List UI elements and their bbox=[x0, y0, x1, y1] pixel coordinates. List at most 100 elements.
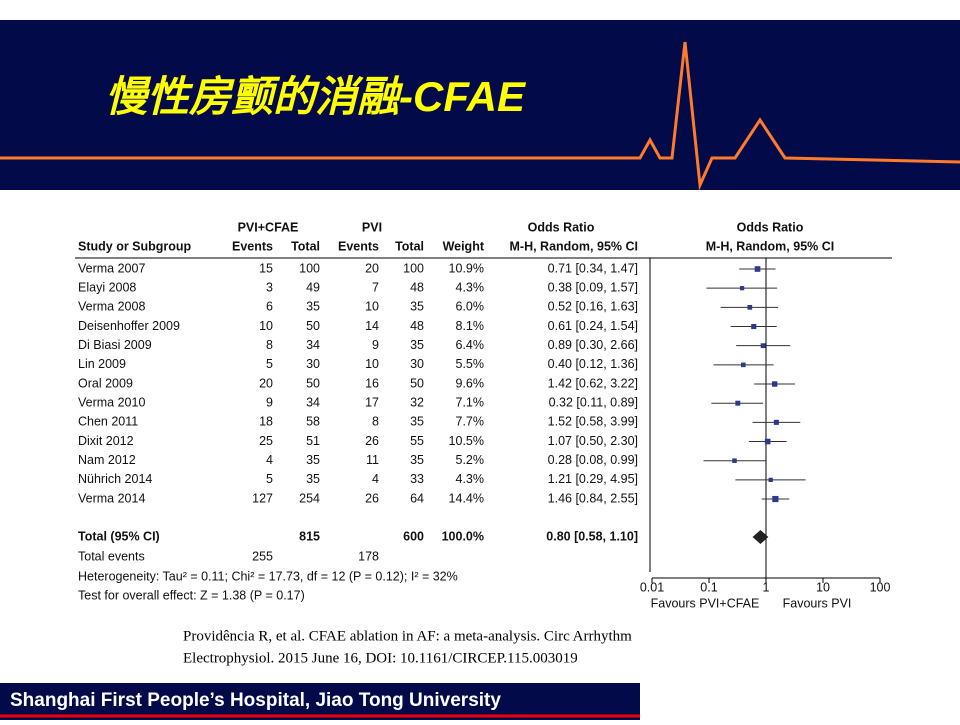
study-name: Chen 2011 bbox=[78, 415, 138, 429]
x-tick-label: 1 bbox=[763, 580, 770, 594]
events: 8 bbox=[266, 338, 273, 352]
total: 815 bbox=[299, 529, 320, 543]
column-header: Study or Subgroup bbox=[78, 239, 192, 253]
total-events-label: Total events bbox=[78, 549, 145, 563]
footer: Shanghai First People’s Hospital, Jiao T… bbox=[10, 690, 501, 711]
events: 8 bbox=[372, 415, 379, 429]
column-header: M-H, Random, 95% CI bbox=[510, 239, 639, 253]
total: 600 bbox=[403, 529, 424, 543]
total: 58 bbox=[306, 415, 320, 429]
total: 35 bbox=[306, 472, 320, 486]
events: 10 bbox=[259, 319, 273, 333]
total: 35 bbox=[410, 338, 424, 352]
x-tick-label: 100 bbox=[870, 580, 891, 594]
total: 50 bbox=[306, 319, 320, 333]
column-header: Weight bbox=[443, 239, 485, 253]
odds-ratio: 0.80 [0.58, 1.10] bbox=[546, 529, 638, 543]
events: 6 bbox=[266, 300, 273, 314]
column-header: Total bbox=[395, 239, 424, 253]
events: 16 bbox=[365, 376, 379, 390]
study-name: Di Biasi 2009 bbox=[78, 338, 152, 352]
odds-ratio: 1.52 [0.58, 3.99] bbox=[548, 415, 638, 429]
x-tick-label: 10 bbox=[816, 580, 830, 594]
weight: 4.3% bbox=[456, 472, 485, 486]
weight: 14.4% bbox=[449, 491, 484, 505]
total: 49 bbox=[306, 280, 320, 294]
study-name: Dixit 2012 bbox=[78, 434, 134, 448]
weight: 10.5% bbox=[449, 434, 484, 448]
favours-label: Favours PVI bbox=[783, 596, 852, 610]
or-square bbox=[732, 458, 737, 463]
ecg-line bbox=[0, 41, 960, 191]
total: 35 bbox=[410, 453, 424, 467]
events: 9 bbox=[266, 395, 273, 409]
favours-label: Favours PVI+CFAE bbox=[651, 596, 760, 610]
odds-ratio: 0.52 [0.16, 1.63] bbox=[548, 300, 638, 314]
study-name: Oral 2009 bbox=[78, 376, 133, 390]
total: 50 bbox=[306, 376, 320, 390]
total: 100 bbox=[299, 261, 320, 275]
total: 64 bbox=[410, 491, 424, 505]
column-header: Events bbox=[338, 239, 379, 253]
total: 35 bbox=[410, 300, 424, 314]
or-square bbox=[739, 286, 745, 291]
events: 15 bbox=[259, 261, 273, 275]
column-header: Events bbox=[232, 239, 273, 253]
or-square bbox=[773, 419, 779, 425]
study-name: Nam 2012 bbox=[78, 453, 136, 467]
total: 30 bbox=[306, 357, 320, 371]
total: 32 bbox=[410, 395, 424, 409]
events: 11 bbox=[366, 453, 379, 467]
events: 127 bbox=[252, 491, 273, 505]
or-square bbox=[741, 362, 746, 368]
total: 34 bbox=[306, 395, 320, 409]
total: 50 bbox=[410, 376, 424, 390]
group-header: PVI+CFAE bbox=[238, 220, 299, 234]
total: 35 bbox=[410, 415, 424, 429]
events: 20 bbox=[365, 261, 379, 275]
events: 10 bbox=[365, 357, 379, 371]
total: 48 bbox=[410, 319, 424, 333]
odds-ratio: 1.42 [0.62, 3.22] bbox=[548, 376, 638, 390]
weight: 7.1% bbox=[456, 395, 485, 409]
events: 20 bbox=[259, 376, 273, 390]
group-header: PVI bbox=[362, 220, 382, 234]
banner bbox=[0, 20, 960, 190]
odds-ratio: 0.28 [0.08, 0.99] bbox=[548, 453, 638, 467]
odds-ratio: 0.89 [0.30, 2.66] bbox=[548, 338, 638, 352]
study-name: Verma 2007 bbox=[78, 261, 145, 275]
odds-ratio: 1.21 [0.29, 4.95] bbox=[548, 472, 638, 486]
odds-ratio: 1.07 [0.50, 2.30] bbox=[548, 434, 638, 448]
column-header: Odds Ratio bbox=[737, 220, 804, 234]
events: 5 bbox=[266, 472, 273, 486]
weight: 5.2% bbox=[456, 453, 485, 467]
events: 9 bbox=[372, 338, 379, 352]
or-square bbox=[764, 438, 771, 445]
weight: 6.0% bbox=[456, 300, 485, 314]
footer-bar bbox=[0, 683, 640, 720]
events: 4 bbox=[372, 472, 379, 486]
weight: 6.4% bbox=[456, 338, 485, 352]
or-square bbox=[760, 343, 766, 349]
study-name: Verma 2008 bbox=[78, 300, 145, 314]
odds-ratio: 0.32 [0.11, 0.89] bbox=[549, 395, 638, 409]
weight: 9.6% bbox=[456, 376, 485, 390]
events: 14 bbox=[365, 319, 379, 333]
odds-ratio: 1.46 [0.84, 2.55] bbox=[548, 491, 638, 505]
events: 17 bbox=[365, 395, 379, 409]
events: 26 bbox=[365, 491, 379, 505]
total: 100 bbox=[403, 261, 424, 275]
weight: 5.5% bbox=[456, 357, 485, 371]
odds-ratio: 0.38 [0.09, 1.57] bbox=[548, 280, 638, 294]
or-square bbox=[751, 323, 757, 330]
or-square bbox=[772, 495, 779, 503]
total: 55 bbox=[410, 434, 424, 448]
weight: 4.3% bbox=[456, 280, 485, 294]
odds-ratio: 0.71 [0.34, 1.47] bbox=[548, 261, 638, 275]
weight: 7.7% bbox=[456, 415, 485, 429]
odds-ratio: 0.40 [0.12, 1.36] bbox=[548, 357, 638, 371]
or-square bbox=[768, 477, 773, 483]
or-square bbox=[754, 266, 761, 272]
citation: Electrophysiol. 2015 June 16, DOI: 10.11… bbox=[183, 650, 578, 666]
